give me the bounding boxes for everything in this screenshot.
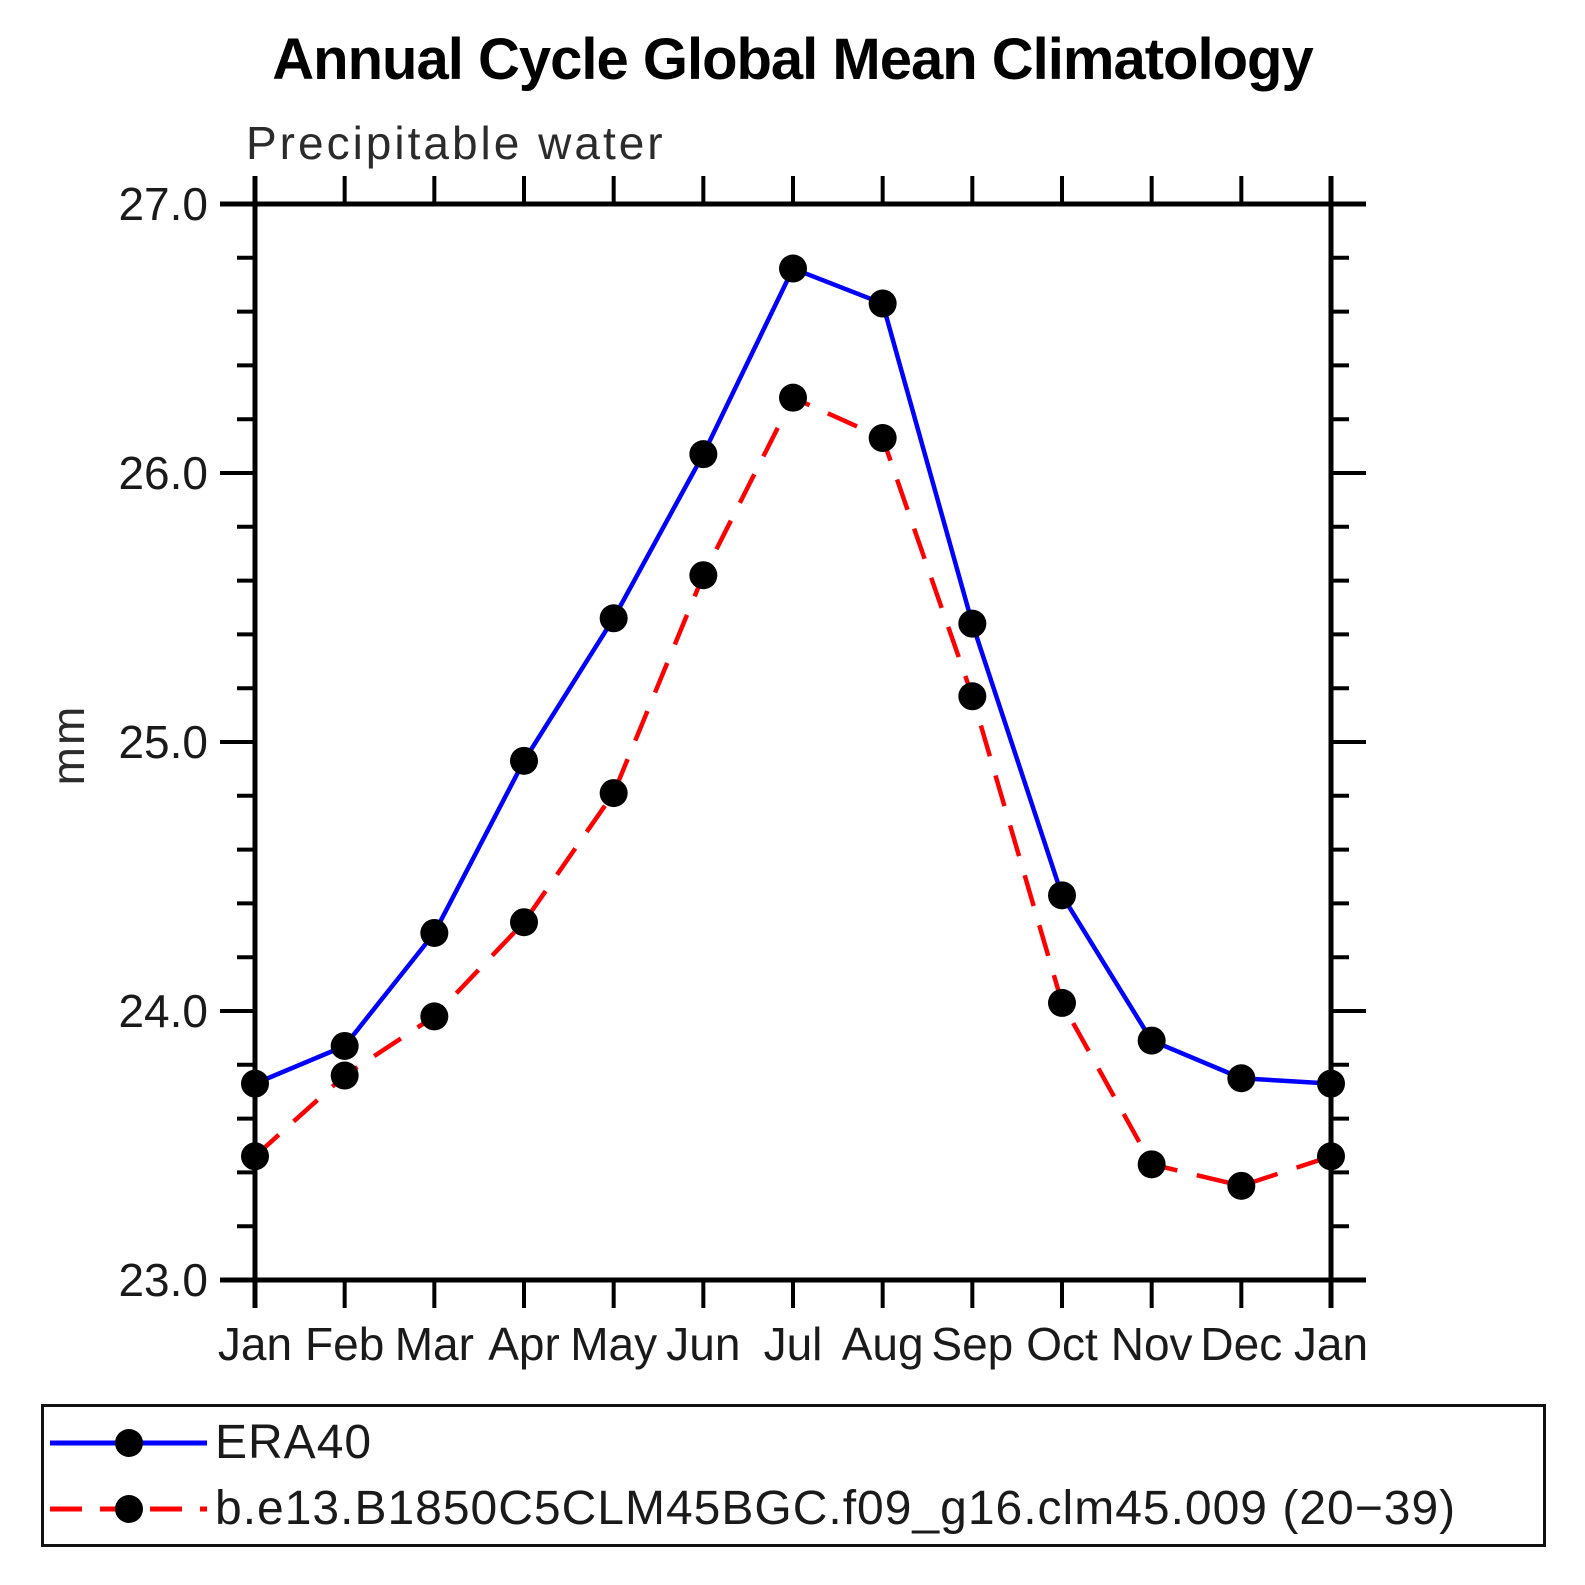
data-point-era40 xyxy=(689,440,718,469)
data-point-era40 xyxy=(330,1031,359,1060)
data-point-model xyxy=(599,779,628,808)
data-point-era40 xyxy=(1317,1069,1345,1098)
x-tick-label: Jan xyxy=(1294,1318,1368,1370)
legend: ERA40 b.e13.B1850C5CLM45BGC.f09_g16.clm4… xyxy=(41,1404,1546,1547)
y-tick-label: 25.0 xyxy=(118,716,208,768)
data-point-era40 xyxy=(599,604,628,633)
legend-label-model: b.e13.B1850C5CLM45BGC.f09_g16.clm45.009 … xyxy=(215,1482,1457,1535)
y-tick-label: 27.0 xyxy=(118,178,208,230)
data-point-model xyxy=(1317,1142,1345,1171)
era40-marker-icon xyxy=(115,1428,143,1457)
x-tick-label: Aug xyxy=(842,1318,924,1370)
data-point-model xyxy=(689,561,718,590)
data-point-era40 xyxy=(1227,1064,1256,1093)
era40-swatch xyxy=(50,1428,207,1457)
legend-item-model: b.e13.B1850C5CLM45BGC.f09_g16.clm45.009 … xyxy=(47,1482,1543,1535)
x-tick-label: Feb xyxy=(305,1318,384,1370)
data-point-era40 xyxy=(1048,881,1076,910)
x-tick-label: Mar xyxy=(395,1318,474,1370)
data-point-era40 xyxy=(958,609,987,638)
data-point-era40 xyxy=(241,1069,269,1098)
x-tick-label: Nov xyxy=(1111,1318,1193,1370)
x-tick-label: Dec xyxy=(1200,1318,1282,1370)
data-point-model xyxy=(330,1061,359,1090)
x-tick-label: Sep xyxy=(931,1318,1013,1370)
model-swatch xyxy=(50,1494,207,1523)
model-marker-icon xyxy=(115,1494,143,1523)
x-tick-label: Jan xyxy=(218,1318,292,1370)
y-tick-label: 26.0 xyxy=(118,447,208,499)
x-tick-label: May xyxy=(570,1318,657,1370)
data-point-era40 xyxy=(420,918,449,947)
data-point-model xyxy=(779,383,807,412)
data-point-model xyxy=(868,424,897,453)
data-point-era40 xyxy=(1137,1026,1166,1055)
legend-item-era40: ERA40 xyxy=(47,1416,1543,1469)
chart-title: Annual Cycle Global Mean Climatology xyxy=(272,27,1313,92)
y-tick-label: 24.0 xyxy=(118,985,208,1037)
legend-label-era40: ERA40 xyxy=(215,1416,373,1469)
data-point-model xyxy=(510,908,538,937)
data-point-model xyxy=(1227,1171,1256,1200)
data-point-era40 xyxy=(510,746,538,775)
x-tick-label: Jun xyxy=(666,1318,740,1370)
data-point-model xyxy=(241,1142,269,1171)
x-tick-label: Oct xyxy=(1026,1318,1098,1370)
x-tick-label: Apr xyxy=(488,1318,560,1370)
x-tick-label: Jul xyxy=(764,1318,823,1370)
y-tick-label: 23.0 xyxy=(118,1254,208,1306)
chart-subtitle: Precipitable water xyxy=(246,117,666,169)
data-point-model xyxy=(420,1002,449,1031)
data-point-model xyxy=(1048,988,1076,1017)
data-point-era40 xyxy=(868,289,897,318)
series-line-model xyxy=(253,394,1332,1189)
data-point-model xyxy=(1137,1150,1166,1179)
data-point-era40 xyxy=(779,254,807,283)
data-point-model xyxy=(958,682,987,711)
